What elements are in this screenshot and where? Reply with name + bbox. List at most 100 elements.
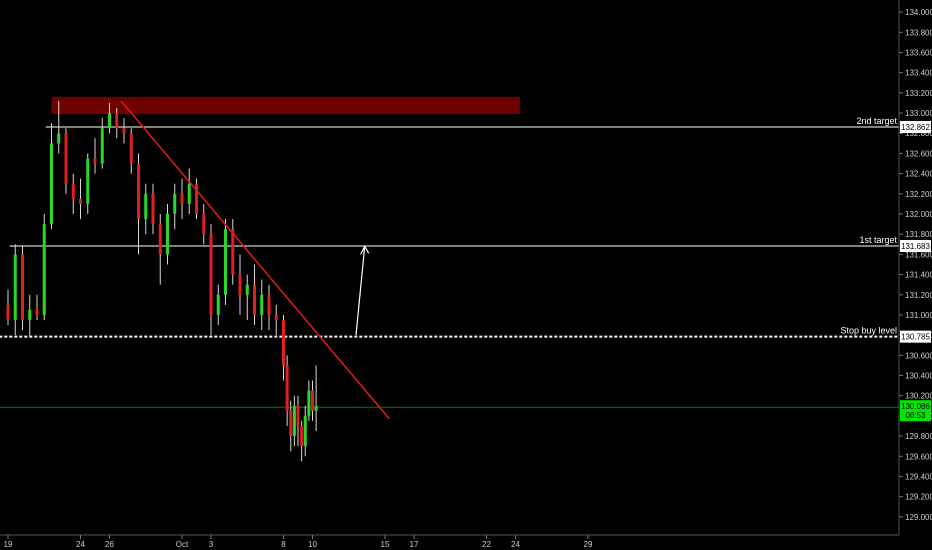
candle-body — [50, 143, 53, 225]
candle-body — [100, 128, 104, 164]
y-tick-label: 131.400 — [905, 271, 932, 280]
candle-body — [158, 224, 162, 255]
candle-body — [300, 425, 304, 447]
y-tick-label: 131.200 — [905, 291, 932, 300]
candle-body — [289, 410, 293, 437]
candle-body — [187, 183, 191, 204]
candle-body — [122, 128, 126, 134]
candle-body — [42, 224, 46, 315]
x-tick-label: 8 — [281, 540, 286, 549]
candle-body — [173, 193, 177, 214]
x-tick-label: 10 — [308, 540, 317, 549]
y-tick-label: 129.600 — [905, 452, 932, 461]
level-price-tag-text: 132.862 — [901, 123, 930, 132]
candle-body — [13, 254, 17, 320]
x-tick-label: 24 — [76, 540, 85, 549]
candle-body — [311, 390, 314, 411]
candle-body — [285, 365, 289, 411]
horizontal-levels: 2nd target 1st target Stop buy level — [0, 116, 899, 408]
current-price-tag-text: 130.086 — [901, 402, 930, 411]
candle-body — [216, 294, 220, 315]
level-price-tag-text: 131.683 — [901, 242, 930, 251]
y-tick-label: 133.800 — [905, 28, 932, 37]
projection-arrow-shaft — [355, 246, 366, 336]
level-label: 2nd target — [856, 116, 897, 126]
candle-body — [209, 234, 213, 315]
y-axis-tick-marks — [899, 11, 903, 518]
candle-body — [64, 133, 68, 184]
candle-body — [151, 193, 155, 225]
level-price-tag — [900, 330, 931, 343]
candle-body — [180, 193, 184, 204]
x-tick-label: 3 — [209, 540, 214, 549]
candle-body — [267, 294, 271, 315]
level-price-tag — [900, 120, 931, 133]
candle-body — [137, 163, 140, 220]
y-tick-label: 130.200 — [905, 392, 932, 401]
candle-body — [144, 193, 148, 220]
y-tick-label: 132.000 — [905, 210, 932, 219]
y-tick-label: 132.200 — [905, 190, 932, 199]
candle-body — [224, 229, 227, 295]
projection-arrow-head — [360, 245, 370, 255]
x-tick-label: 17 — [410, 540, 419, 549]
level-label: Stop buy level — [840, 326, 897, 336]
candles — [6, 100, 318, 462]
candle-body — [238, 274, 242, 295]
candle-body — [71, 183, 75, 199]
candle-body — [129, 133, 133, 164]
projection-arrow — [355, 245, 370, 336]
candle-body — [93, 158, 97, 164]
x-tick-label: 15 — [381, 540, 390, 549]
y-tick-label: 133.000 — [905, 109, 932, 118]
candle-body — [35, 309, 39, 315]
candle-body — [79, 198, 82, 204]
y-tick-label: 129.400 — [905, 472, 932, 481]
candle-body — [28, 309, 32, 320]
level-label: 1st target — [859, 235, 897, 245]
candle-body — [296, 405, 300, 426]
x-tick-label: 29 — [584, 540, 593, 549]
candle-body — [260, 294, 264, 315]
y-tick-label: 133.200 — [905, 89, 932, 98]
candle-body — [292, 405, 296, 437]
candle-body — [307, 390, 311, 416]
y-tick-label: 131.600 — [905, 250, 932, 259]
candle-body — [253, 284, 256, 315]
candle-body — [115, 113, 119, 129]
y-tick-label: 132.400 — [905, 170, 932, 179]
y-tick-label: 131.000 — [905, 311, 932, 320]
candle-body — [303, 415, 307, 447]
y-tick-label: 131.800 — [905, 230, 932, 239]
x-tick-label: 22 — [482, 540, 491, 549]
time-axis[interactable]: 19 24 26 Oct 3 8 10 15 17 22 24 29 — [4, 535, 593, 549]
candle-body — [245, 284, 249, 295]
level-price-tag — [900, 239, 931, 252]
candle-body — [86, 158, 90, 204]
candle-body — [274, 314, 278, 320]
x-tick-label: 24 — [511, 540, 520, 549]
y-tick-label: 130.600 — [905, 351, 932, 360]
current-price-tag — [900, 400, 931, 422]
x-tick-label: 26 — [105, 540, 114, 549]
descending-trendline — [120, 100, 390, 420]
candle-body — [202, 214, 206, 235]
x-tick-label: 19 — [4, 540, 13, 549]
y-tick-label: 133.400 — [905, 69, 932, 78]
candle-body — [282, 319, 285, 366]
current-price-countdown: 06:53 — [905, 411, 926, 420]
resistance-zone — [51, 96, 520, 115]
candle-body — [195, 183, 198, 214]
level-price-tag-text: 130.785 — [901, 333, 930, 342]
y-tick-label: 129.000 — [905, 513, 932, 522]
price-axis[interactable]: 129.000129.200129.400129.600129.800130.0… — [905, 8, 932, 522]
candle-body — [57, 133, 61, 144]
y-tick-label: 130.400 — [905, 372, 932, 381]
candle-body — [314, 405, 318, 411]
y-tick-label: 134.000 — [905, 8, 932, 17]
x-tick-label: Oct — [176, 540, 189, 549]
y-tick-label: 133.600 — [905, 48, 932, 57]
